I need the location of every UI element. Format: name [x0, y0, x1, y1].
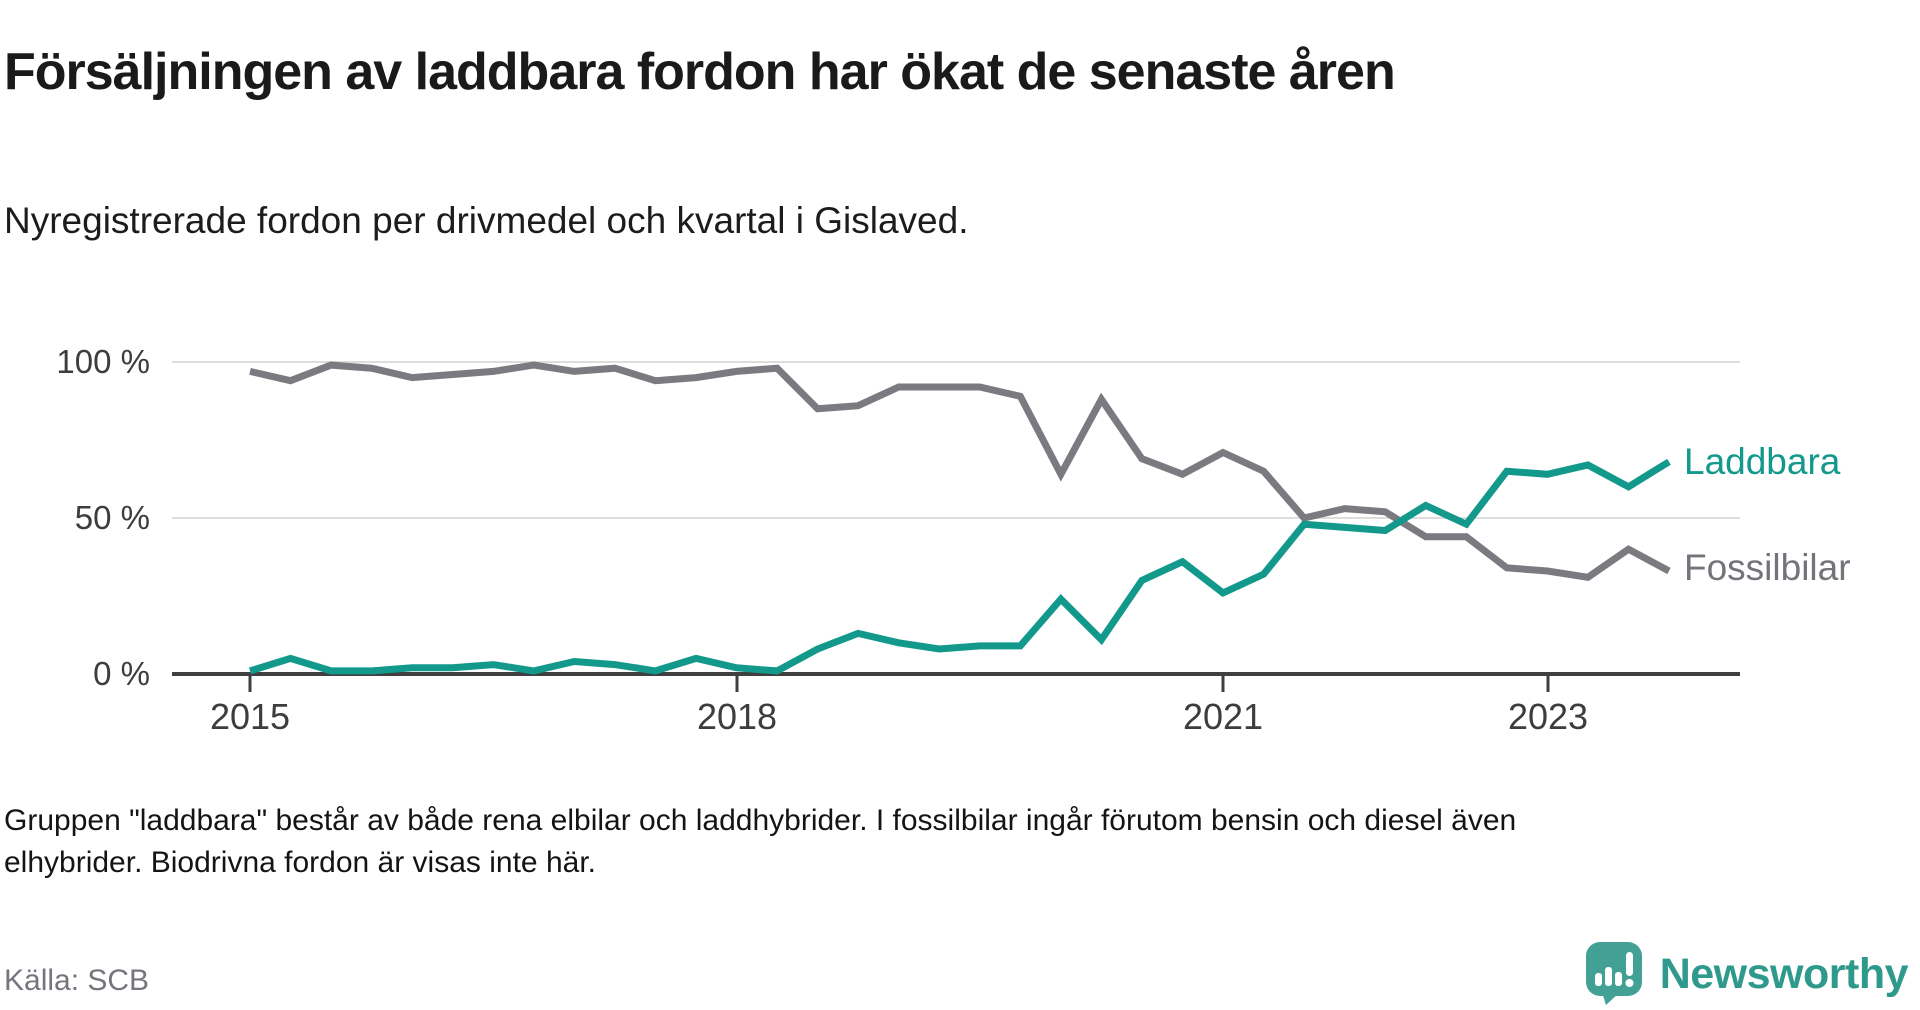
newsworthy-logo: Newsworthy [1585, 942, 1909, 1006]
y-tick-label-50: 50 % [74, 499, 150, 536]
series-label-fossilbilar: Fossilbilar [1684, 547, 1851, 588]
y-tick-label-0: 0 % [93, 655, 150, 692]
newsworthy-logo-icon [1585, 942, 1642, 1005]
footnote: Gruppen "laddbara" består av både rena e… [4, 800, 1564, 884]
x-tick-label-2021: 2021 [1182, 696, 1264, 737]
x-tick-label-2018: 2018 [696, 696, 778, 737]
x-tick-label-2023: 2023 [1507, 696, 1589, 737]
series-label-laddbara: Laddbara [1684, 441, 1841, 482]
page-title: Försäljningen av laddbara fordon har öka… [4, 42, 1396, 101]
series-layer [248, 361, 1671, 675]
x-tick-label-2015: 2015 [209, 696, 291, 737]
footnote-line-2: elhybrider. Biodrivna fordon är visas in… [4, 846, 596, 879]
y-tick-label-100: 100 % [56, 343, 150, 380]
footnote-line-1: Gruppen "laddbara" består av både rena e… [4, 804, 1517, 837]
page-subtitle: Nyregistrerade fordon per drivmedel och … [4, 200, 969, 241]
line-laddbara [248, 458, 1671, 675]
source-text: Källa: SCB [4, 964, 150, 997]
line-fossilbilar [249, 361, 1671, 581]
newsworthy-logo-text: Newsworthy [1659, 949, 1909, 998]
